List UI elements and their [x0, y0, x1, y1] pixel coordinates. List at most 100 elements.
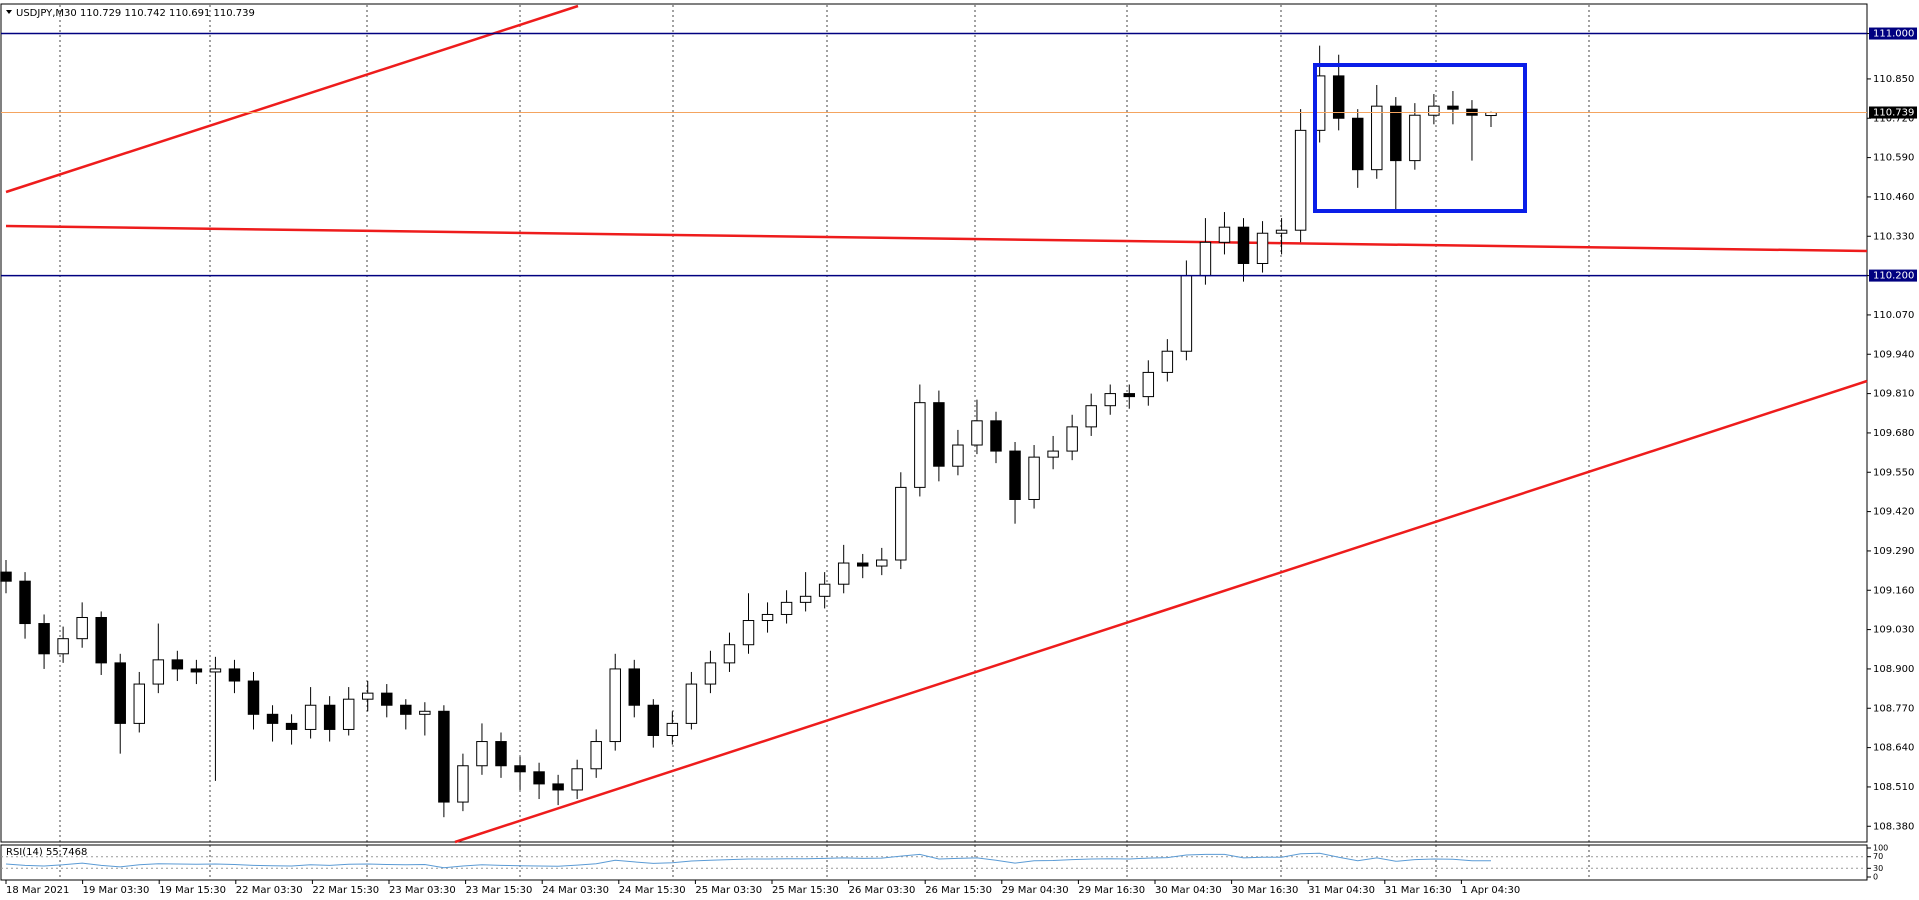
candle-body: [704, 662, 717, 685]
x-tick-label: 1 Apr 04:30: [1461, 885, 1520, 896]
candle-body: [323, 704, 336, 730]
x-tick-label: 26 Mar 03:30: [849, 885, 916, 896]
candle-body: [0, 571, 12, 582]
candle-body: [609, 668, 621, 743]
candle-body: [856, 562, 869, 567]
x-tick-label: 22 Mar 15:30: [312, 885, 379, 896]
candle-body: [228, 668, 241, 682]
x-tick-label: 23 Mar 03:30: [389, 885, 456, 896]
candle-body: [742, 620, 755, 646]
candle-body: [342, 698, 355, 730]
candle-body: [285, 722, 298, 730]
candle-body: [419, 710, 431, 715]
price-pane-frame: [0, 3, 1868, 843]
candle-body: [266, 713, 279, 724]
candle-body: [1332, 75, 1345, 119]
candle-body: [628, 668, 641, 706]
last-price-box: [1869, 106, 1917, 119]
x-tick-label: 24 Mar 15:30: [619, 885, 686, 896]
candle-body: [666, 722, 679, 736]
candle-body: [1371, 105, 1383, 171]
candle-body: [1256, 232, 1269, 264]
y-tick-label: 109.680: [1873, 428, 1914, 439]
candle-body: [19, 580, 31, 625]
range-box: [1313, 63, 1527, 213]
x-tick-label: 18 Mar 2021: [6, 885, 69, 896]
candle-body: [247, 680, 260, 715]
candle-body: [152, 659, 165, 685]
candle-body: [304, 704, 317, 730]
y-tick-label: 100: [1873, 844, 1888, 853]
y-tick-label: 109.290: [1873, 546, 1914, 557]
rsi-pane-frame: [0, 844, 1868, 881]
trendline: [5, 224, 1868, 253]
x-tick-label: 26 Mar 15:30: [925, 885, 992, 896]
candle-body: [761, 613, 774, 622]
chart-title: USDJPY,M30 110.729 110.742 110.691 110.7…: [16, 8, 255, 19]
candle-body: [1161, 350, 1174, 373]
candle-body: [381, 692, 393, 706]
x-tick-label: 30 Mar 16:30: [1232, 885, 1299, 896]
candle-body: [590, 741, 602, 770]
candle-body: [1428, 105, 1440, 116]
candle-body: [476, 741, 488, 767]
x-tick-label: 31 Mar 16:30: [1385, 885, 1452, 896]
candle-body: [400, 704, 412, 715]
candle-body: [514, 765, 526, 773]
candle-body: [552, 783, 564, 791]
y-tick-label: 30: [1873, 864, 1883, 873]
candle-body: [1218, 226, 1231, 243]
candle-body: [1104, 393, 1116, 407]
x-tick-label: 29 Mar 16:30: [1078, 885, 1145, 896]
candle-body: [1009, 450, 1021, 500]
candle-body: [876, 559, 888, 567]
y-tick-label: 108.900: [1873, 664, 1914, 675]
last-price-label: 110.739: [1873, 108, 1914, 119]
candle-body: [1047, 450, 1059, 458]
plot: 108.380 108.510 108.640 108.770 108.900 109.0…: [0, 27, 1917, 896]
candle-body: [1085, 405, 1097, 428]
x-tick-label: 19 Mar 15:30: [159, 885, 226, 896]
candle-body: [190, 668, 203, 673]
period-separators: [59, 5, 1590, 880]
y-tick-label: 108.380: [1873, 821, 1914, 832]
y-tick-label: 110.460: [1873, 192, 1914, 203]
y-tick-label: 108.510: [1873, 782, 1914, 793]
candle-body: [799, 595, 812, 603]
candle-body: [133, 683, 146, 724]
y-tick-label: 109.810: [1873, 389, 1914, 400]
candle-body: [171, 659, 184, 670]
candle-body: [647, 704, 660, 736]
x-tick-label: 30 Mar 04:30: [1155, 885, 1222, 896]
y-tick-label: 0: [1873, 873, 1878, 882]
y-tick-label: 110.850: [1873, 74, 1914, 85]
candle-body: [114, 662, 126, 724]
candle-body: [837, 562, 850, 585]
y-tick-label: 110.720: [1873, 113, 1914, 124]
y-tick-label: 108.640: [1873, 743, 1914, 754]
candle-body: [685, 683, 698, 724]
candle-body: [990, 420, 1002, 452]
candle-body: [209, 668, 222, 673]
x-tick-label: 25 Mar 03:30: [695, 885, 762, 896]
candle-body: [57, 638, 69, 655]
price-label-box: [1869, 269, 1917, 282]
rsi-line: [5, 852, 1491, 869]
candle-body: [971, 420, 983, 446]
candle-body: [818, 583, 831, 597]
y-tick-label: 109.550: [1873, 467, 1914, 478]
candle-body: [895, 486, 907, 561]
candle-body: [914, 402, 926, 488]
candle-body: [1390, 105, 1402, 162]
x-tick-label: 29 Mar 04:30: [1002, 885, 1069, 896]
y-tick-label: 109.940: [1873, 349, 1914, 360]
candle-body: [1180, 275, 1193, 352]
menu-arrow[interactable]: [6, 10, 12, 14]
candle-body: [1275, 229, 1288, 234]
candle-body: [1199, 241, 1212, 277]
candle-body: [1066, 426, 1078, 452]
candle-body: [1447, 105, 1459, 110]
candle-body: [1123, 393, 1136, 398]
candle-body: [1142, 371, 1155, 398]
